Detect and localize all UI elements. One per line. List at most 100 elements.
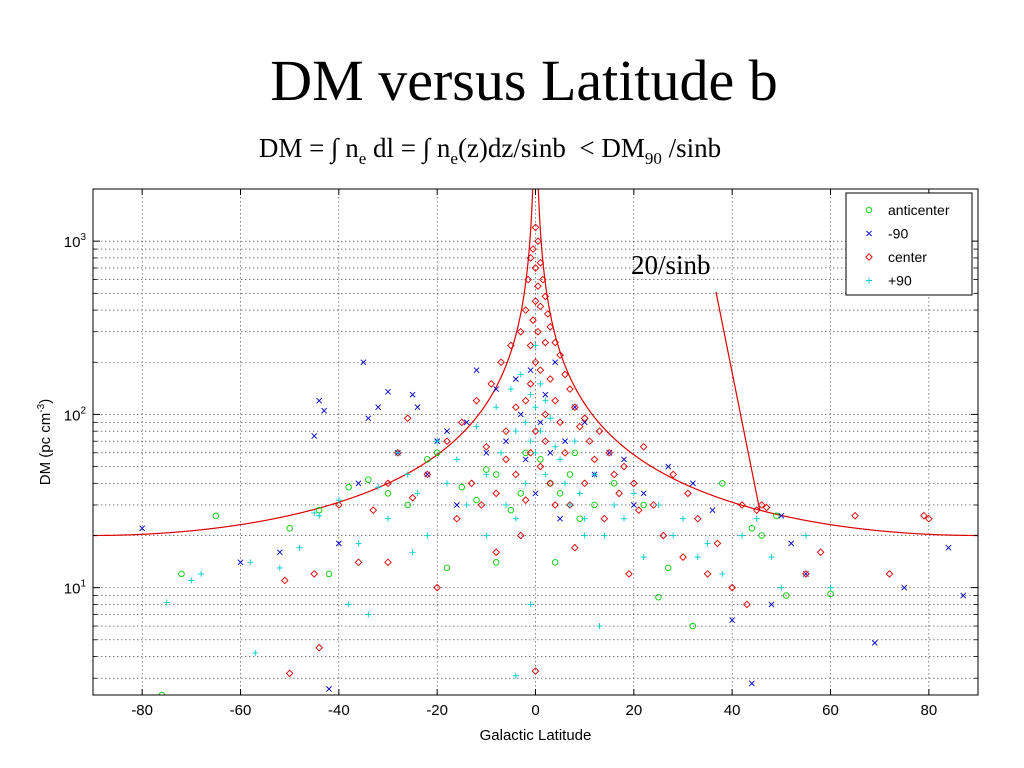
data-point [517, 371, 524, 378]
data-point [541, 437, 550, 446]
data-point [424, 532, 431, 539]
data-point [788, 540, 795, 547]
data-point [748, 680, 755, 687]
y-tick-exponent: 3 [80, 232, 86, 243]
data-point [369, 506, 378, 514]
data-point [532, 490, 539, 497]
equation-part-2: dl = ∫ n [366, 133, 451, 165]
data-point [473, 367, 480, 374]
data-point [634, 506, 643, 514]
data-point [570, 543, 579, 552]
data-point [590, 455, 599, 464]
data-point [325, 570, 333, 578]
data-point [498, 449, 505, 456]
y-tick-exponent: 1 [80, 579, 86, 590]
x-tick-label: 40 [724, 702, 741, 719]
data-point [728, 583, 737, 592]
equation-part-1: DM = ∫ n [259, 133, 359, 165]
data-point [310, 570, 319, 578]
data-point [709, 507, 716, 514]
data-point [639, 442, 648, 451]
data-point [502, 455, 510, 464]
data-point [335, 540, 342, 547]
data-point [492, 559, 500, 566]
equation-sub-3: 90 [645, 149, 662, 168]
data-point [311, 433, 318, 439]
data-point [551, 501, 560, 509]
data-point [768, 601, 775, 608]
data-point [443, 564, 451, 572]
data-point [694, 554, 701, 561]
data-point [580, 414, 589, 423]
data-point [547, 415, 554, 422]
equation-part-4: /sinb [662, 133, 721, 163]
data-point [493, 386, 500, 392]
data-point [537, 428, 544, 435]
data-point [311, 509, 318, 516]
slide-title: DM versus Latitude b [270, 48, 777, 113]
data-point [433, 583, 442, 592]
data-point [551, 559, 559, 566]
x-tick-label: 0 [531, 702, 539, 719]
data-point [393, 448, 402, 457]
data-point [527, 367, 534, 374]
data-point [463, 501, 470, 508]
curve-20-sinb-positive [537, 189, 978, 537]
data-point [547, 449, 554, 456]
y-axis-label-text: DM (pc cm [37, 413, 54, 486]
data-point [158, 691, 166, 695]
data-point [739, 532, 745, 539]
data-point [762, 503, 771, 512]
data-point [326, 686, 332, 692]
data-point [365, 611, 372, 618]
data-point [285, 669, 294, 678]
data-point [482, 442, 491, 451]
y-tick-base: 10 [64, 407, 81, 424]
data-point [580, 479, 589, 488]
data-point [536, 462, 545, 471]
data-point [453, 502, 460, 508]
data-point [546, 323, 555, 331]
x-tick-label: -40 [328, 702, 350, 719]
data-point [551, 338, 560, 347]
data-point [457, 418, 466, 427]
data-point [335, 497, 342, 504]
data-point [591, 501, 598, 509]
data-point [561, 448, 569, 457]
data-point [738, 501, 746, 509]
data-point [409, 391, 416, 398]
data-point [543, 310, 552, 318]
data-point [684, 489, 692, 498]
data-point [385, 515, 391, 522]
data-point [659, 531, 668, 540]
data-point [423, 470, 432, 479]
data-point [526, 341, 535, 350]
data-point [527, 391, 534, 398]
data-point [585, 437, 594, 446]
data-point [571, 438, 578, 445]
data-point [517, 490, 525, 497]
data-point [601, 532, 608, 539]
data-point [365, 476, 372, 483]
data-point [384, 558, 392, 567]
data-point [315, 643, 324, 652]
data-point [404, 471, 411, 478]
data-point [561, 370, 569, 379]
data-point [507, 341, 515, 350]
data-point [680, 515, 686, 522]
data-point [552, 359, 559, 366]
y-axis-label-close: ) [37, 399, 54, 404]
data-point [433, 449, 441, 457]
data-point [719, 480, 726, 487]
series-center [280, 223, 933, 678]
legend: anticenter -90 center +90 [845, 192, 973, 296]
data-point [783, 592, 790, 599]
data-point [827, 584, 834, 591]
data-point [512, 672, 519, 679]
data-point [276, 564, 283, 571]
data-point [527, 438, 534, 445]
data-point [551, 396, 560, 405]
data-point [531, 297, 540, 306]
data-point [345, 483, 352, 491]
equation-sub-1: e [359, 149, 367, 168]
